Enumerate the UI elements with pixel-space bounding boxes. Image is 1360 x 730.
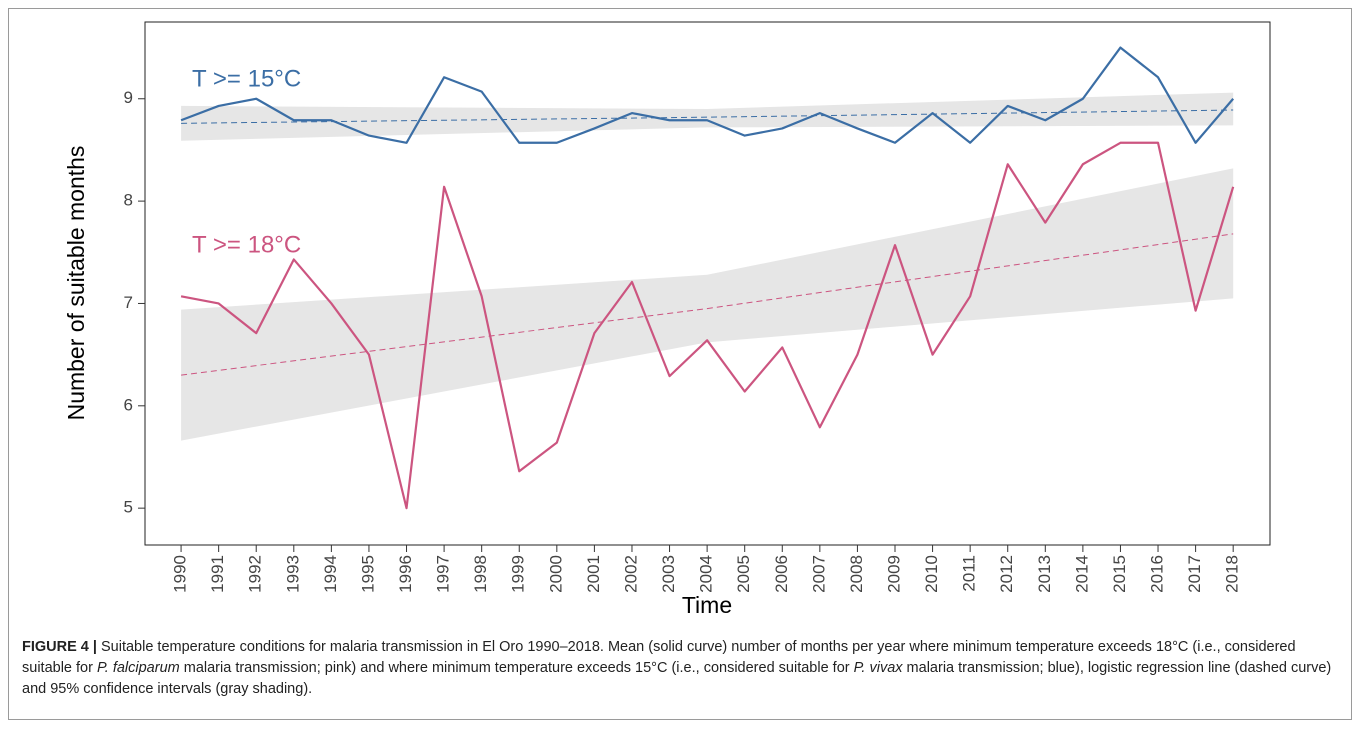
y-tick-label: 9 [124,88,133,107]
x-tick-label: 2007 [809,555,828,593]
trend-line [181,233,1234,376]
x-tick-label: 2008 [847,555,866,593]
figure-frame [8,8,1352,720]
caption-label: FIGURE 4 | [22,639,97,655]
x-tick-label: 1998 [471,555,490,593]
x-tick-label: 2017 [1185,555,1204,593]
y-tick-label: 5 [124,498,133,517]
x-tick-label: 2010 [922,555,941,593]
x-tick-label: 2011 [960,555,979,592]
x-tick-label: 1993 [283,555,302,593]
x-tick-label: 1996 [396,555,415,593]
x-tick-label: 2018 [1223,555,1242,593]
x-axis-label: Time [682,592,732,618]
x-tick-label: 2013 [1035,555,1054,593]
caption-text: Suitable temperature conditions for mala… [22,639,1296,676]
x-tick-label: 2000 [546,555,565,593]
x-tick-label: 2014 [1072,555,1091,593]
x-tick-label: 2009 [884,555,903,593]
series-line [180,46,1235,144]
x-tick-label: 2012 [997,555,1016,593]
x-tick-label: 1997 [434,555,453,593]
x-tick-label: 2002 [621,555,640,593]
x-tick-label: 1992 [246,555,265,593]
x-tick-label: 1991 [208,555,227,593]
trend-line [181,109,1234,124]
caption-text: P. vivax [853,660,903,676]
series-line [180,141,1235,510]
x-tick-label: 1995 [358,555,377,593]
x-tick-label: 2003 [659,555,678,593]
x-tick-label: 1994 [321,555,340,593]
caption-text: P. falciparum [96,660,180,676]
series-label: T >= 18°C [192,231,301,258]
x-tick-label: 2005 [734,555,753,593]
series-label: T >= 15°C [192,65,301,92]
x-tick-label: 2015 [1110,555,1129,593]
x-tick-label: 1990 [171,555,190,593]
x-tick-label: 2006 [772,555,791,593]
x-tick-label: 1999 [509,555,528,593]
confidence-band [181,168,1234,441]
caption-text: malaria transmission; blue), logistic re… [22,660,1332,697]
y-tick-label: 7 [124,293,133,312]
x-tick-label: 2001 [584,555,603,593]
figure-caption: FIGURE 4 | Suitable temperature conditio… [22,637,1332,700]
y-tick-label: 8 [124,191,133,210]
x-tick-label: 2004 [697,555,716,593]
y-tick-label: 6 [124,395,133,414]
chart: Number of suitable months Time 5 6 7 8 9 1990… [63,21,1271,618]
y-axis-label: Number of suitable months [63,146,89,421]
confidence-band [181,92,1234,141]
caption-text: malaria transmission; pink) and where mi… [179,660,854,676]
x-tick-label: 2016 [1148,555,1167,593]
